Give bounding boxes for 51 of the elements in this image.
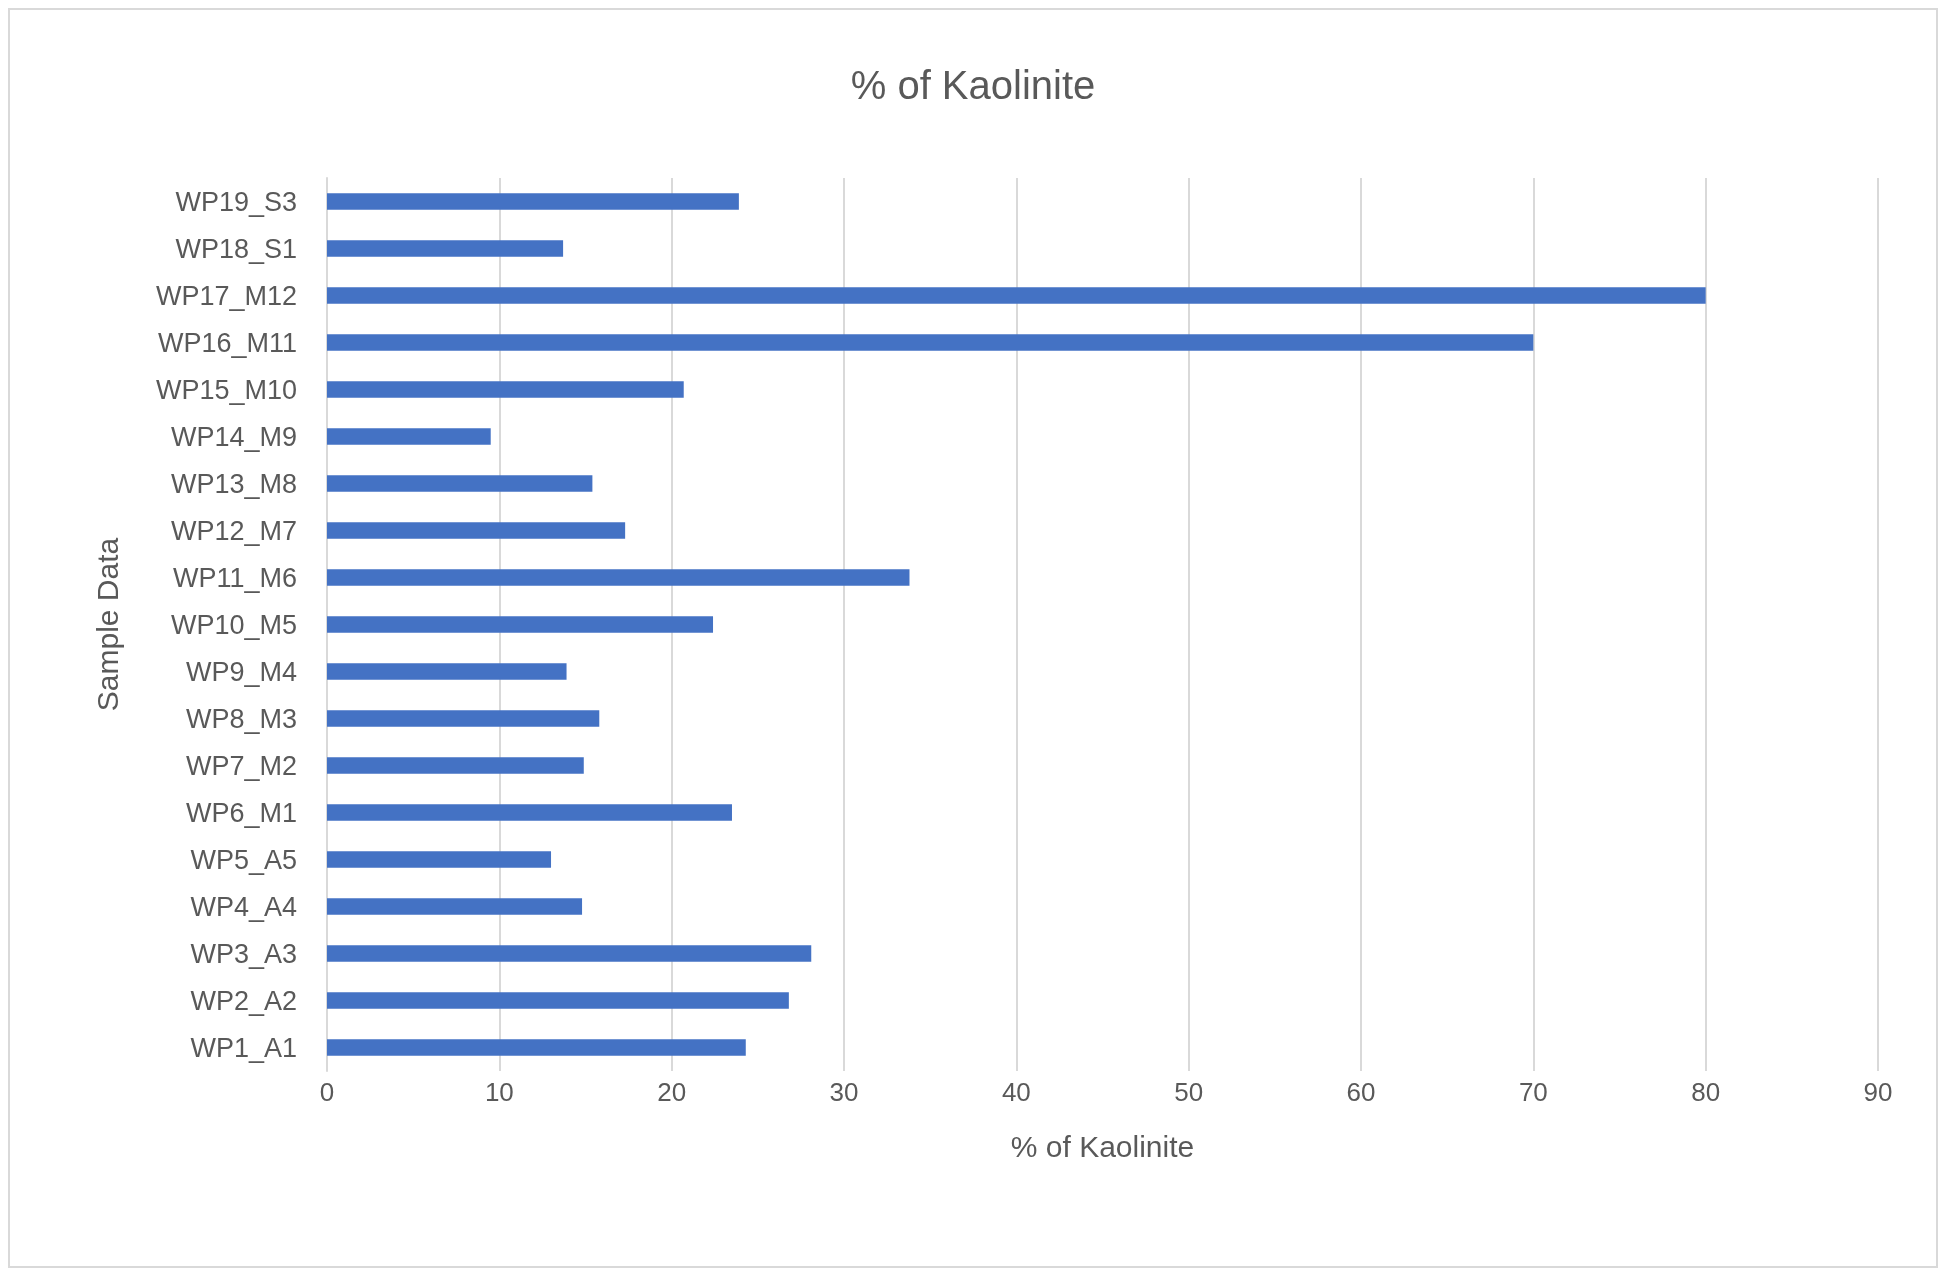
y-axis-title: Sample Data [90,537,124,712]
bar [327,898,583,915]
bar [327,616,714,633]
bar [327,710,600,727]
x-tick-label: 50 [1174,1077,1204,1107]
y-tick-label: WP1_A1 [190,1032,297,1063]
bar [327,381,684,398]
bar [327,851,552,868]
x-tick-label: 80 [1691,1077,1721,1107]
x-tick-label: 60 [1346,1077,1376,1107]
x-tick-label: 90 [1863,1077,1893,1107]
bar [327,475,593,492]
y-tick-label: WP17_M12 [155,280,297,311]
bar [327,287,1706,304]
x-axis-title: % of Kaolinite [1010,1129,1195,1163]
y-tick-label: WP14_M9 [170,421,297,452]
y-tick-label: WP12_M7 [170,515,297,546]
bar [327,945,812,962]
bar [327,757,584,774]
y-tick-label: WP2_A2 [190,985,297,1016]
y-tick-label: WP4_A4 [190,891,297,922]
bar [327,334,1534,351]
x-tick-label: 40 [1001,1077,1031,1107]
bar [327,1039,746,1056]
y-tick-label: WP7_M2 [185,750,297,781]
x-tick-label: 30 [829,1077,859,1107]
y-tick-label: WP9_M4 [185,656,297,687]
x-tick-label: 20 [657,1077,687,1107]
y-tick-label: WP8_M3 [185,703,297,734]
y-tick-label: WP15_M10 [155,374,297,405]
bar [327,804,732,821]
x-tick-label: 0 [319,1077,335,1107]
y-tick-label: WP3_A3 [190,938,297,969]
y-tick-label: WP13_M8 [170,468,297,499]
bar [327,240,564,257]
x-tick-label: 70 [1518,1077,1548,1107]
bar [327,663,567,680]
y-tick-label: WP5_A5 [190,844,297,875]
bar [327,193,739,210]
y-tick-label: WP6_M1 [185,797,297,828]
bar [327,992,789,1009]
bar [327,569,910,586]
y-tick-label: WP11_M6 [172,562,297,593]
y-tick-label: WP19_S3 [175,186,297,217]
y-tick-label: WP16_M11 [157,327,297,358]
bar [327,522,626,539]
x-tick-label: 10 [484,1077,514,1107]
y-tick-label: WP10_M5 [170,609,297,640]
chart-title: % of Kaolinite [850,63,1096,107]
y-tick-label: WP18_S1 [175,233,297,264]
bar [327,428,491,445]
